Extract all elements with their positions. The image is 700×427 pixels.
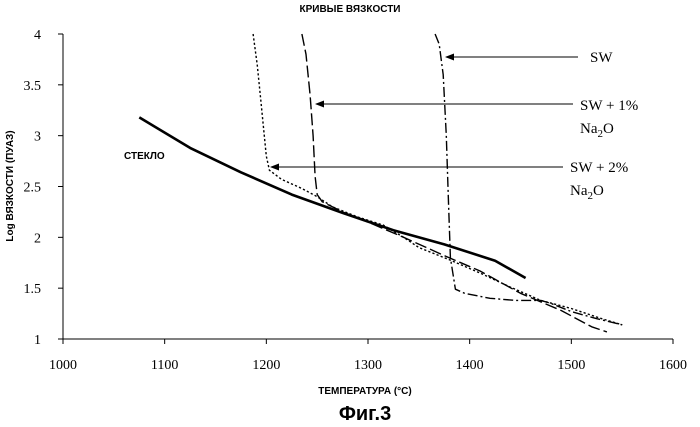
annotation-sw1-line2: Na2O [580, 121, 614, 140]
y-tick-label: 1.5 [24, 282, 42, 297]
y-tick-label: 1 [34, 333, 41, 348]
series-group [138, 33, 623, 333]
y-tick-label: 4 [34, 28, 41, 43]
annotation-sw1-line1: SW + 1% [580, 98, 638, 114]
y-tick-label: 3.5 [24, 79, 42, 94]
series-sw1-line [301, 33, 608, 333]
y-axis-label: Log ВЯЗКОСТИ (ПУАЗ) [5, 130, 16, 241]
x-tick-label: 1300 [354, 358, 382, 373]
axis-ticks: 1000 1100 1200 1300 1400 1500 1600 1 1.5 2 2.5 3 3.5… [24, 28, 688, 373]
annotation-glass: СТЕКЛО [124, 151, 165, 162]
x-tick-label: 1200 [252, 358, 280, 373]
x-axis-label: ТЕМПЕРАТУРА (°C) [318, 386, 411, 397]
y-tick-label: 2.5 [24, 181, 42, 196]
x-tick-label: 1600 [659, 358, 687, 373]
chart-title: КРИВЫЕ ВЯЗКОСТИ [300, 4, 401, 15]
series-sw-line [434, 33, 623, 326]
figure-caption: Фиг.3 [339, 403, 391, 425]
x-tick-label: 1500 [557, 358, 585, 373]
x-tick-label: 1100 [151, 358, 178, 373]
series-sw2-line [252, 33, 623, 326]
annotation-sw: SW [590, 50, 613, 66]
y-tick-label: 3 [34, 130, 41, 145]
x-tick-label: 1000 [49, 358, 77, 373]
y-tick-label: 2 [34, 231, 41, 246]
annotation-sw2-line1: SW + 2% [570, 160, 628, 176]
series-glass-line [138, 116, 527, 280]
x-tick-label: 1400 [456, 358, 484, 373]
annotation-sw2-line2: Na2O [570, 183, 604, 202]
